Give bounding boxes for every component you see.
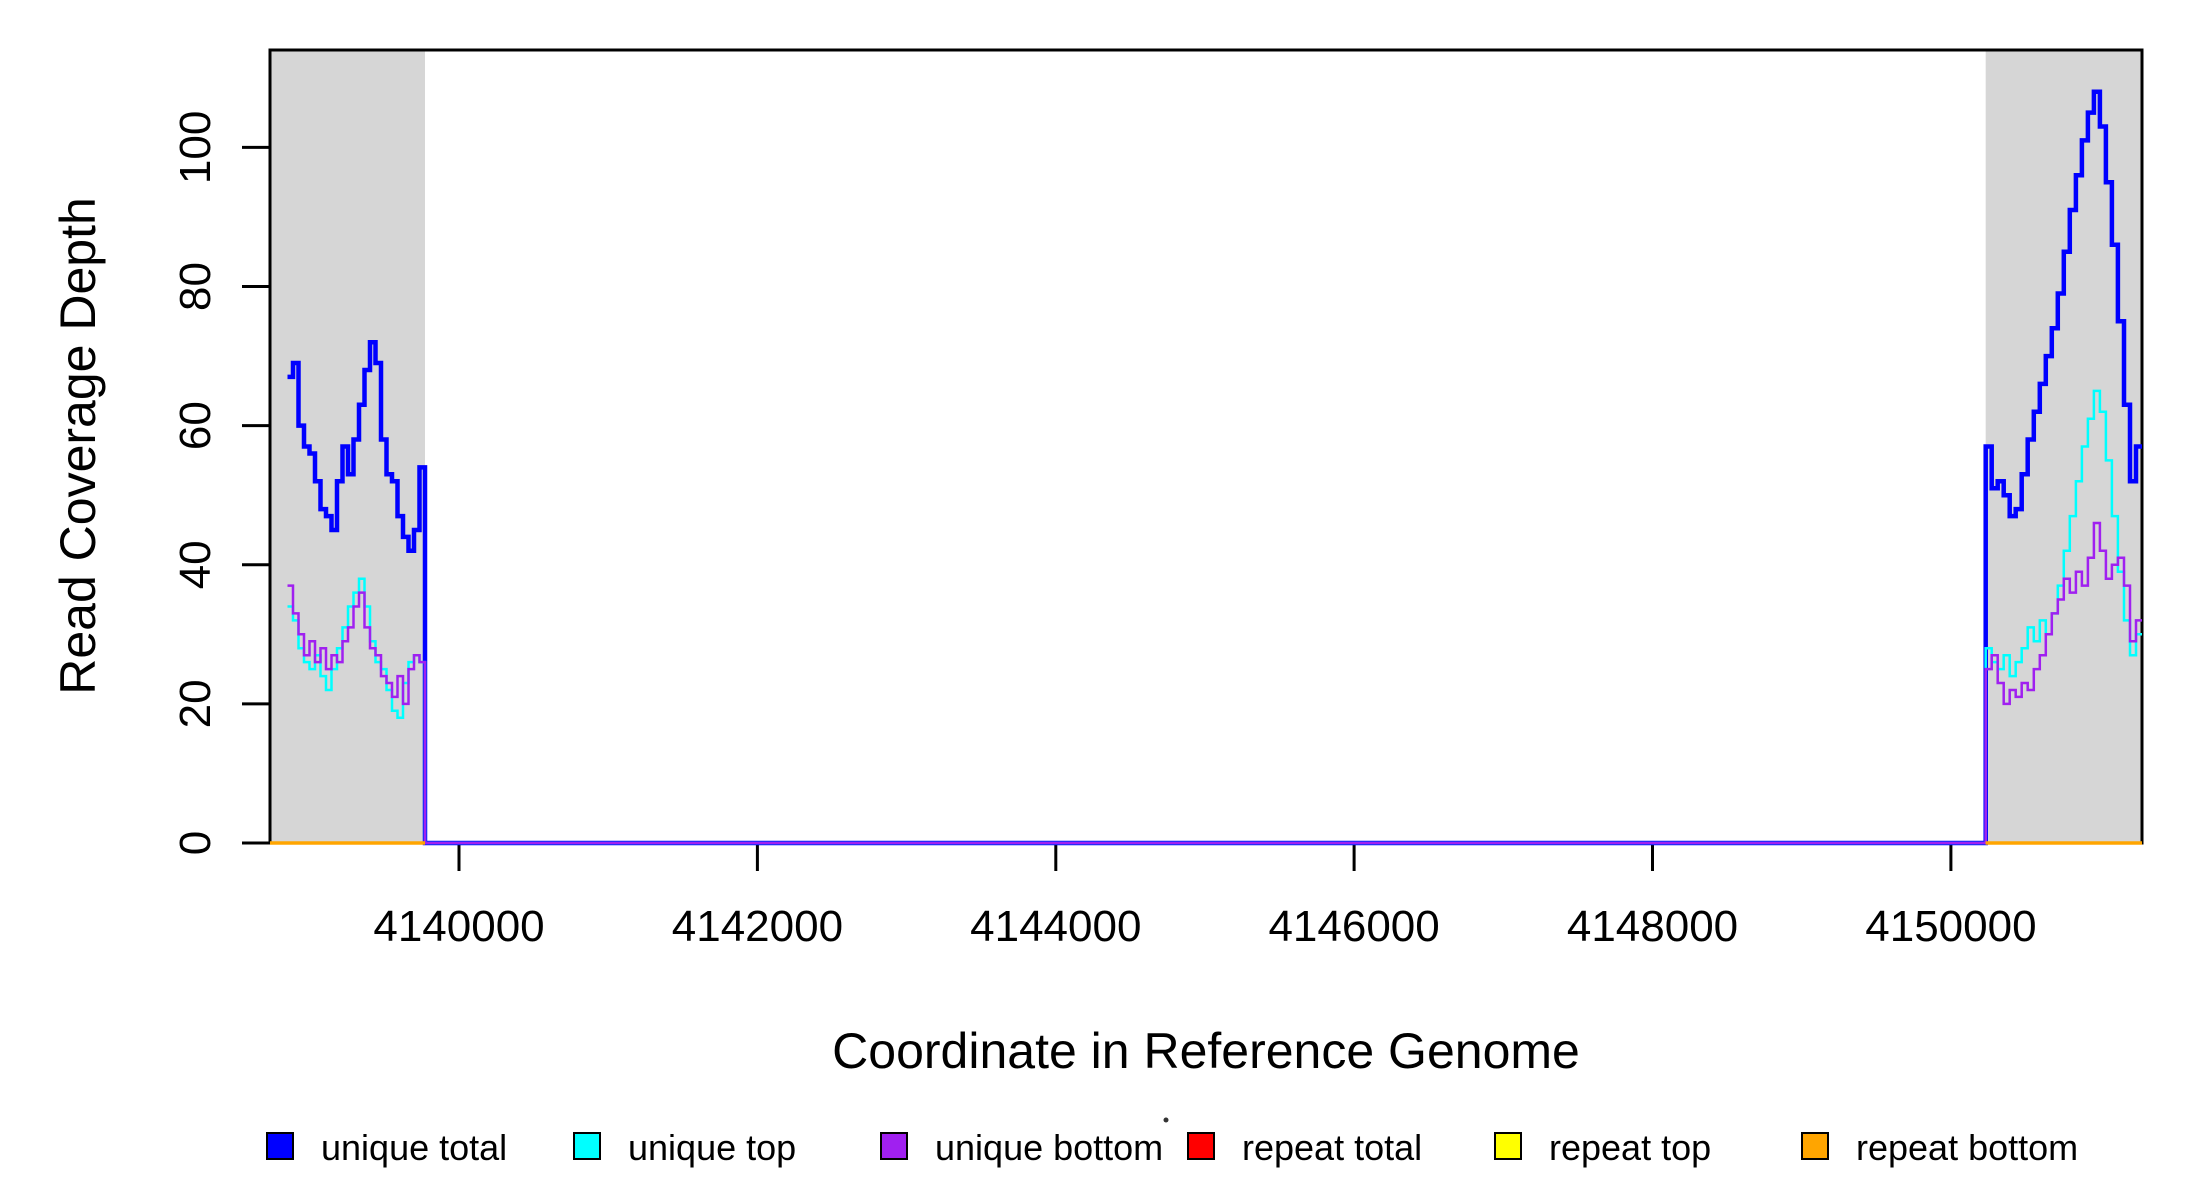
x-tick-label: 4144000 <box>970 902 1141 951</box>
axes: 4140000 4142000 4144000 4146000 4148000 41500… <box>171 111 2037 951</box>
y-tick-label: 80 <box>171 262 220 311</box>
x-tick-label: 4150000 <box>1865 902 2036 951</box>
series-line-unique-top <box>287 389 2142 845</box>
x-tick-label: 4140000 <box>373 902 544 951</box>
y-tick-label: 0 <box>171 831 220 855</box>
legend-swatch-repeat-total <box>1187 1132 1215 1160</box>
y-tick-label: 60 <box>171 401 220 450</box>
legend-label-unique-total: unique total <box>321 1127 507 1168</box>
y-axis-title: Read Coverage Depth <box>50 197 106 695</box>
x-tick-label: 4146000 <box>1268 902 1439 951</box>
legend-swatch-repeat-top <box>1494 1132 1522 1160</box>
shaded-repeat-regions <box>270 50 2142 843</box>
legend-label-unique-top: unique top <box>628 1127 796 1168</box>
data-series <box>270 89 2142 846</box>
legend-label-repeat-total: repeat total <box>1242 1127 1422 1168</box>
legend-swatch-unique-top <box>573 1132 601 1160</box>
legend-swatch-unique-bottom <box>880 1132 908 1160</box>
y-tick-label: 20 <box>171 679 220 728</box>
series-line-unique-total <box>287 89 2142 846</box>
x-axis-title: Coordinate in Reference Genome <box>832 1023 1580 1079</box>
y-tick-label: 40 <box>171 540 220 589</box>
legend-swatch-unique-total <box>266 1132 294 1160</box>
repeat-region-shade <box>1985 50 2142 843</box>
plot-box-border <box>268 48 2144 845</box>
legend: unique total unique top unique bottom repea… <box>266 1127 2078 1168</box>
series-line-unique-bottom <box>287 521 2142 845</box>
y-tick-label: 100 <box>171 111 220 184</box>
legend-swatch-repeat-bottom <box>1801 1132 1829 1160</box>
legend-label-unique-bottom: unique bottom <box>935 1127 1163 1168</box>
x-tick-label: 4142000 <box>672 902 843 951</box>
x-tick-label: 4148000 <box>1567 902 1738 951</box>
legend-label-repeat-bottom: repeat bottom <box>1856 1127 2078 1168</box>
legend-label-repeat-top: repeat top <box>1549 1127 1711 1168</box>
stray-dot <box>1163 1117 1169 1123</box>
